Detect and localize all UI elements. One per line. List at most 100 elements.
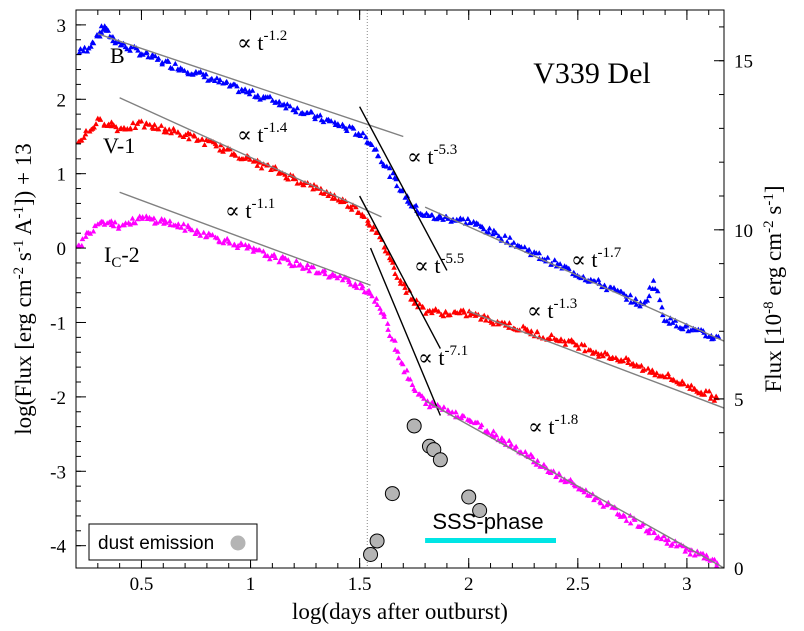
V-data-point: [381, 244, 388, 250]
Ic-data-point: [669, 541, 675, 547]
V-data-point: [604, 351, 611, 357]
B-data-point: [328, 118, 334, 124]
B-data-point: [155, 55, 162, 61]
Ic-data-point: [242, 242, 249, 247]
Ic-data-point: [600, 503, 607, 509]
V-data-point: [199, 136, 205, 142]
V-data-point: [575, 345, 582, 351]
Ic-data-point: [594, 495, 600, 501]
B-data-point: [90, 40, 97, 46]
B-data-point: [181, 67, 188, 73]
B-data-point: [363, 134, 369, 140]
V-data-point: [321, 190, 327, 196]
B-data-point: [344, 128, 350, 133]
Ic-data-point: [700, 550, 706, 556]
Ic-data-point: [132, 220, 139, 226]
Ic-data-point: [267, 256, 273, 262]
Ic-data-point: [369, 293, 375, 299]
V-data-point: [151, 121, 158, 127]
V-data-point: [82, 131, 89, 137]
V-data-point: [562, 341, 569, 347]
V-data-point: [168, 130, 174, 136]
V-data-point: [130, 120, 136, 126]
y2-tick-label: 10: [734, 221, 753, 242]
Ic-data-point: [664, 540, 670, 546]
x-tick-label: 1.5: [348, 574, 372, 595]
Ic-data-point: [478, 422, 485, 428]
Ic-data-point: [711, 556, 718, 562]
Ic-data-point: [357, 280, 364, 286]
B-data-point: [507, 234, 513, 240]
legend-box: [88, 523, 258, 561]
Ic-data-point: [129, 215, 136, 221]
Ic-data-point: [310, 264, 317, 270]
V-data-point: [353, 204, 359, 210]
Ic-data-point: [373, 295, 380, 301]
V-data-point: [81, 134, 87, 140]
y2-tick-label: 5: [734, 390, 744, 411]
series-V: [75, 115, 720, 403]
Ic-data-point: [221, 237, 228, 243]
B-data-point: [659, 304, 665, 310]
V-data-point: [187, 131, 193, 137]
B-data-point: [437, 215, 444, 220]
Ic-data-point: [658, 536, 665, 542]
y-tick-label: -2: [50, 388, 66, 409]
V-data-point: [587, 347, 594, 353]
B-data-point: [386, 165, 393, 171]
V-data-point: [490, 321, 497, 327]
B-data-point: [88, 43, 94, 49]
Ic-data-point: [322, 271, 328, 277]
Ic-data-point: [115, 225, 122, 231]
Ic-data-point: [508, 441, 515, 447]
y-tick-label: 0: [57, 239, 67, 260]
Ic-data-point: [687, 551, 693, 557]
Ic-data-point: [441, 404, 447, 410]
Ic-data-point: [701, 555, 707, 561]
V-data-point: [242, 155, 249, 161]
Ic-data-point: [347, 281, 354, 287]
B-data-point: [257, 96, 263, 102]
Ic-data-point: [195, 229, 202, 235]
Ic-data-point: [182, 227, 188, 233]
y-tick-label: -1: [50, 313, 66, 334]
V-data-point: [147, 121, 153, 127]
V-data-point: [440, 313, 447, 319]
B-data-point: [631, 299, 637, 305]
Ic-data-point: [586, 492, 593, 498]
V-data-point: [254, 162, 261, 168]
B-data-point: [165, 58, 172, 64]
B-data-point: [249, 87, 256, 93]
B-data-point: [669, 319, 676, 325]
Ic-data-point: [392, 346, 398, 352]
B-data-point: [521, 244, 528, 250]
B-data-point: [97, 33, 103, 39]
Ic-data-point: [422, 401, 429, 406]
V-data-point: [186, 136, 192, 142]
Ic-data-point: [377, 305, 383, 311]
fit-label-Ic-steep: ∝ t-7.1: [418, 343, 468, 370]
V-data-point: [701, 391, 708, 397]
V-data-point: [105, 121, 112, 127]
V-data-point: [703, 388, 709, 393]
B-data-point: [688, 327, 694, 333]
B-data-point: [357, 133, 364, 138]
legend-label: dust emission: [98, 533, 214, 554]
V-data-point: [534, 329, 540, 335]
B-data-point: [360, 130, 366, 136]
B-data-point: [387, 174, 393, 179]
V-data-point: [625, 360, 631, 365]
V-data-point: [220, 148, 226, 154]
B-data-point: [172, 60, 179, 66]
V-data-point: [217, 142, 224, 148]
Ic-data-point: [92, 223, 98, 229]
Ic-data-point: [316, 270, 322, 276]
fit-labels: ∝ t-1.2 ∝ t-1.4 ∝ t-1.1 ∝ t-5.3 ∝ t-5.5 …: [225, 28, 622, 439]
Ic-data-point: [490, 428, 497, 434]
Ic-data-point: [339, 277, 346, 283]
Ic-data-point: [175, 224, 181, 230]
V-data-point: [143, 120, 150, 126]
Ic-data-point: [395, 348, 401, 354]
